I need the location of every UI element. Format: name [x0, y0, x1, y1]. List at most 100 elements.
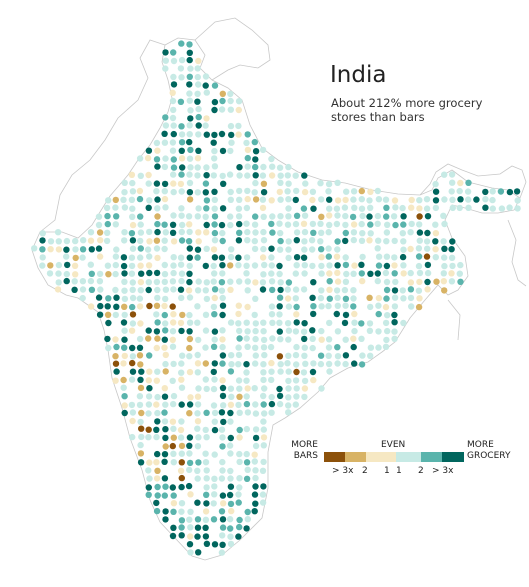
store-ratio-dot-1034	[203, 409, 210, 416]
store-ratio-dot-78	[145, 147, 153, 154]
store-ratio-dot-15	[178, 74, 185, 81]
store-ratio-dot-880	[136, 352, 144, 359]
store-ratio-dot-853	[121, 344, 128, 351]
store-ratio-dot-875	[375, 344, 382, 351]
store-ratio-dot-376	[293, 229, 301, 236]
store-ratio-dot-98	[211, 155, 218, 162]
store-ratio-dot-1045	[137, 418, 144, 426]
store-ratio-dot-1019	[243, 400, 251, 408]
store-ratio-dot-26	[194, 90, 201, 98]
store-ratio-dot-990	[154, 393, 161, 401]
store-ratio-dot-1135	[194, 475, 201, 482]
store-ratio-dot-1204	[227, 525, 234, 532]
store-ratio-dot-884	[186, 353, 193, 360]
store-ratio-dot-1064	[218, 426, 226, 433]
store-ratio-dot-208	[227, 196, 234, 203]
store-ratio-dot-688	[162, 295, 169, 303]
store-ratio-dot-286	[178, 212, 185, 219]
store-ratio-dot-561	[88, 270, 96, 277]
store-ratio-dot-810	[260, 328, 267, 335]
store-ratio-dot-625	[285, 279, 293, 286]
store-ratio-dot-117	[128, 171, 136, 178]
store-ratio-dot-419	[301, 238, 308, 245]
store-ratio-dot-465	[334, 246, 341, 253]
store-ratio-dot-1175	[235, 499, 242, 506]
store-ratio-dot-81	[178, 147, 185, 154]
store-ratio-dot-976	[219, 384, 227, 392]
store-ratio-dot-141	[145, 180, 152, 187]
store-ratio-dot-215	[285, 196, 292, 203]
store-ratio-dot-1161	[211, 491, 218, 498]
store-ratio-dot-834	[219, 336, 226, 343]
store-ratio-dot-576	[243, 270, 250, 277]
store-ratio-dot-105	[179, 164, 186, 171]
store-ratio-dot-636	[424, 278, 431, 286]
store-ratio-dot-258	[326, 205, 333, 212]
store-ratio-dot-430	[400, 238, 407, 245]
store-ratio-dot-402	[137, 237, 144, 245]
store-ratio-dot-1195	[226, 516, 234, 523]
store-ratio-dot-471	[432, 246, 439, 253]
store-ratio-dot-555	[449, 262, 456, 270]
store-ratio-dot-975	[210, 385, 218, 393]
store-ratio-dot-558	[55, 270, 62, 277]
store-ratio-dot-293	[252, 213, 259, 220]
store-ratio-dot-823	[104, 335, 111, 343]
store-ratio-dot-949	[112, 377, 119, 384]
store-ratio-dot-617	[218, 279, 226, 286]
store-ratio-dot-531	[219, 262, 226, 269]
store-ratio-dot-594	[416, 269, 424, 277]
store-ratio-dot-1176	[252, 500, 259, 507]
store-ratio-dot-439	[55, 246, 63, 253]
store-ratio-dot-130	[252, 172, 259, 179]
store-ratio-dot-967	[310, 376, 317, 384]
store-ratio-dot-618	[227, 278, 234, 285]
store-ratio-dot-83	[195, 147, 202, 154]
store-ratio-dot-557	[46, 270, 54, 277]
store-ratio-dot-99	[244, 154, 251, 162]
store-ratio-dot-27	[203, 89, 210, 96]
store-ratio-dot-45	[162, 114, 169, 121]
store-ratio-dot-987	[121, 393, 128, 400]
store-ratio-dot-523	[137, 262, 144, 269]
store-ratio-dot-586	[350, 270, 357, 277]
store-ratio-dot-359	[137, 229, 145, 236]
store-ratio-dot-272	[456, 204, 463, 212]
store-ratio-dot-1146	[169, 484, 176, 491]
store-ratio-dot-1164	[235, 491, 242, 498]
store-ratio-dot-610	[161, 278, 168, 286]
store-ratio-dot-384	[367, 230, 374, 237]
store-ratio-dot-1144	[154, 483, 161, 491]
store-ratio-dot-406	[170, 238, 178, 245]
store-ratio-dot-887	[228, 352, 235, 359]
store-ratio-dot-1207	[169, 532, 177, 540]
store-ratio-dot-52	[178, 123, 185, 130]
store-ratio-dot-1068	[260, 426, 267, 433]
store-ratio-dot-477	[79, 254, 86, 261]
store-ratio-dot-21	[195, 81, 202, 88]
store-ratio-dot-259	[333, 205, 341, 212]
store-ratio-dot-1	[186, 41, 193, 48]
store-ratio-dot-781	[252, 320, 259, 327]
store-ratio-dot-502	[342, 254, 349, 261]
store-ratio-dot-387	[407, 229, 414, 236]
store-ratio-dot-574	[211, 270, 218, 277]
store-ratio-dot-438	[47, 246, 54, 253]
store-ratio-dot-457	[260, 245, 267, 253]
store-ratio-dot-723	[210, 303, 218, 311]
store-ratio-dot-746	[121, 311, 128, 319]
store-ratio-dot-839	[269, 335, 276, 342]
store-ratio-dot-255	[285, 205, 292, 212]
store-ratio-dot-852	[113, 343, 120, 351]
store-ratio-dot-1203	[219, 524, 227, 531]
store-ratio-dot-483	[146, 253, 153, 260]
store-ratio-dot-421	[317, 238, 324, 245]
store-ratio-dot-941	[260, 369, 267, 376]
store-ratio-dot-16	[186, 73, 193, 81]
store-ratio-dot-936	[186, 368, 194, 376]
store-ratio-dot-641	[54, 286, 62, 293]
store-ratio-dot-68	[244, 131, 251, 138]
store-ratio-dot-37	[235, 98, 243, 105]
store-ratio-dot-595	[424, 269, 432, 277]
store-ratio-dot-212	[259, 196, 267, 203]
